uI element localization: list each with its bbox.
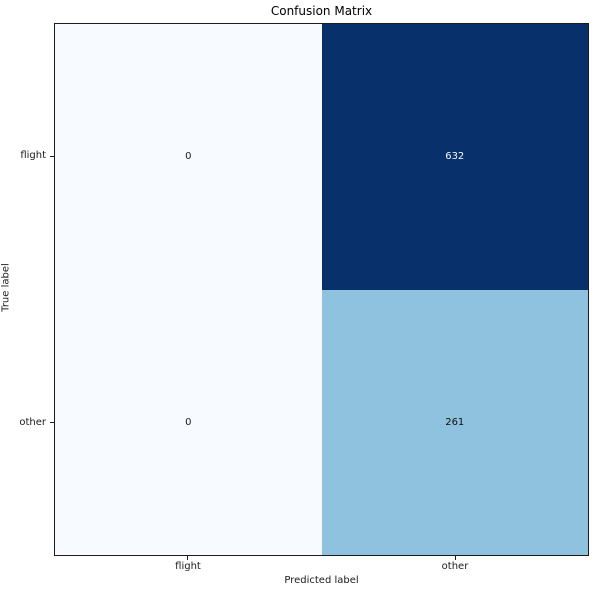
cell-value: 0 <box>185 151 192 163</box>
cell-value: 0 <box>185 416 192 428</box>
matrix-cell-other-other: 261 <box>321 289 588 555</box>
x-tick-label-other: other <box>441 561 469 572</box>
y-tick-mark <box>50 422 54 423</box>
x-tick-mark <box>187 556 188 560</box>
matrix-cell-flight-other: 632 <box>321 24 588 290</box>
cell-value: 261 <box>445 416 465 428</box>
matrix-cell-flight-flight: 0 <box>55 24 322 290</box>
matrix-cell-other-flight: 0 <box>55 289 322 555</box>
plot-area: 0 632 0 261 <box>54 23 589 556</box>
y-tick-label-other: other <box>19 417 46 428</box>
y-tick-mark <box>50 156 54 157</box>
chart-title: Confusion Matrix <box>270 4 373 18</box>
y-axis-label: True label <box>0 263 12 312</box>
x-tick-mark <box>455 556 456 560</box>
y-tick-label-flight: flight <box>20 150 46 161</box>
cell-value: 632 <box>445 151 465 163</box>
x-axis-label: Predicted label <box>284 575 359 586</box>
x-tick-label-flight: flight <box>175 561 201 572</box>
